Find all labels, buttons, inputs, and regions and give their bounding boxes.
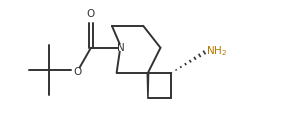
Polygon shape [147,73,149,98]
Text: N: N [118,43,125,53]
Text: O: O [87,9,95,19]
Text: O: O [74,67,82,77]
Text: NH$_2$: NH$_2$ [206,44,227,58]
